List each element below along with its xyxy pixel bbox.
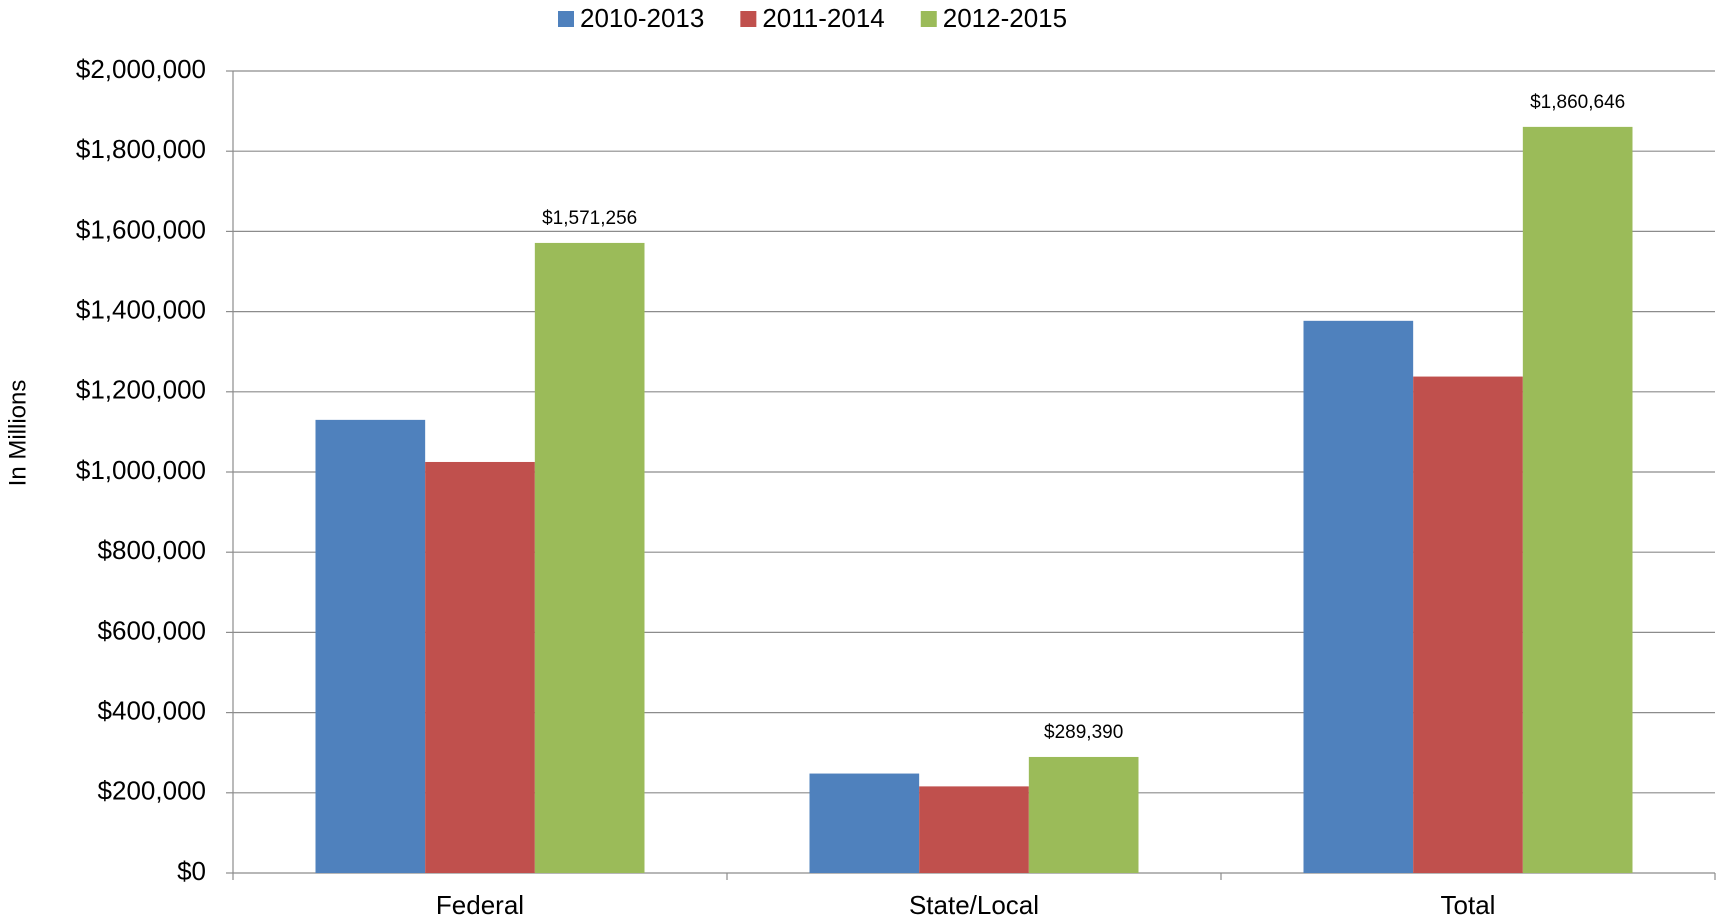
y-tick-label: $400,000 bbox=[98, 695, 206, 725]
y-tick-label: $200,000 bbox=[98, 776, 206, 806]
bar bbox=[919, 786, 1029, 873]
bar bbox=[1028, 756, 1139, 873]
y-tick-label: $1,800,000 bbox=[76, 134, 206, 164]
y-tick-label: $600,000 bbox=[98, 615, 206, 645]
x-tick-label: State/Local bbox=[909, 890, 1039, 920]
bar bbox=[1522, 126, 1633, 873]
bar bbox=[1303, 320, 1414, 873]
bar bbox=[534, 242, 645, 874]
y-axis-title: In Millions bbox=[4, 380, 31, 487]
bar bbox=[1413, 376, 1523, 873]
y-tick-label: $1,000,000 bbox=[76, 455, 206, 485]
x-tick-label: Federal bbox=[436, 890, 524, 920]
y-tick-label: $1,400,000 bbox=[76, 294, 206, 324]
data-label: $1,571,256 bbox=[542, 208, 637, 229]
legend-label: 2010-2013 bbox=[580, 3, 704, 33]
legend-label: 2012-2015 bbox=[943, 3, 1067, 33]
bar bbox=[315, 419, 426, 873]
y-tick-label: $0 bbox=[177, 856, 206, 886]
x-tick-label: Total bbox=[1441, 890, 1496, 920]
y-tick-label: $1,600,000 bbox=[76, 214, 206, 244]
legend-swatch bbox=[920, 11, 937, 27]
bar bbox=[425, 461, 535, 873]
data-label: $1,860,646 bbox=[1530, 92, 1625, 113]
data-label: $289,390 bbox=[1044, 722, 1123, 743]
y-tick-label: $2,000,000 bbox=[76, 54, 206, 84]
legend-swatch bbox=[558, 11, 574, 27]
y-tick-label: $1,200,000 bbox=[76, 375, 206, 405]
legend-label: 2011-2014 bbox=[762, 3, 884, 33]
legend-swatch bbox=[740, 11, 757, 27]
y-tick-label: $800,000 bbox=[98, 535, 206, 565]
bar bbox=[809, 773, 920, 873]
